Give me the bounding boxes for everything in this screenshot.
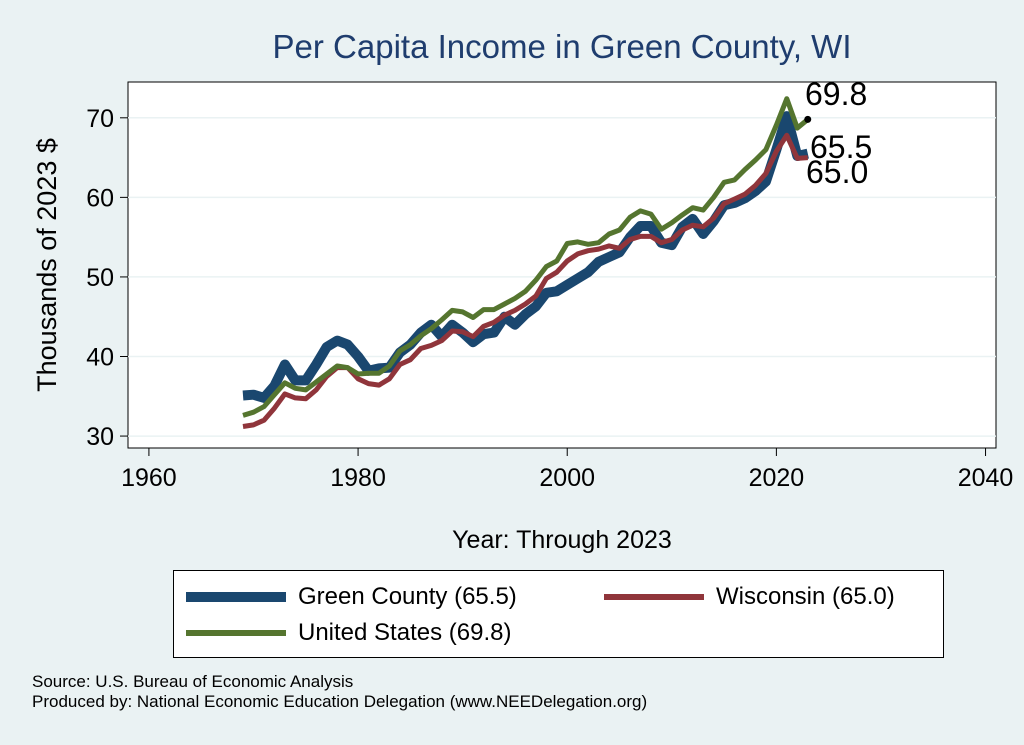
chart-title: Per Capita Income in Green County, WI <box>272 28 852 65</box>
x-tick-label: 1980 <box>330 464 386 492</box>
end-point-marker <box>804 115 812 123</box>
produced-by-line: Produced by: National Economic Education… <box>32 692 648 711</box>
y-tick-label: 50 <box>86 264 114 292</box>
legend-item-wisconsin: Wisconsin (65.0) <box>604 583 895 611</box>
y-tick-label: 70 <box>86 105 114 133</box>
end-value-label: 65.5 <box>810 129 872 165</box>
end-value-label: 65.0 <box>806 154 868 190</box>
y-tick-label: 30 <box>86 423 114 451</box>
end-value-label: 69.8 <box>805 76 867 112</box>
legend-item-green-county: Green County (65.5) <box>186 583 517 611</box>
legend-swatch-united-states <box>186 630 286 636</box>
legend: Green County (65.5) Wisconsin (65.0) Uni… <box>173 570 944 658</box>
x-tick-label: 2040 <box>958 464 1014 492</box>
legend-label-wisconsin: Wisconsin (65.0) <box>716 583 895 610</box>
series-line-united-states <box>242 96 810 418</box>
x-tick-label: 1960 <box>121 464 177 492</box>
y-axis-title: Thousands of 2023 $ <box>32 138 62 392</box>
source-notes: Source: U.S. Bureau of Economic Analysis… <box>32 672 647 712</box>
source-line: Source: U.S. Bureau of Economic Analysis <box>32 672 354 691</box>
y-tick-label: 40 <box>86 344 114 372</box>
x-tick-label: 2000 <box>539 464 595 492</box>
x-axis-title: Year: Through 2023 <box>452 526 672 554</box>
y-tick-label: 60 <box>86 184 114 212</box>
x-tick-label: 2020 <box>749 464 805 492</box>
legend-swatch-wisconsin <box>604 594 704 600</box>
legend-item-united-states: United States (69.8) <box>186 619 511 647</box>
legend-swatch-green-county <box>186 592 286 602</box>
legend-label-united-states: United States (69.8) <box>298 619 512 646</box>
legend-label-green-county: Green County (65.5) <box>298 583 517 610</box>
